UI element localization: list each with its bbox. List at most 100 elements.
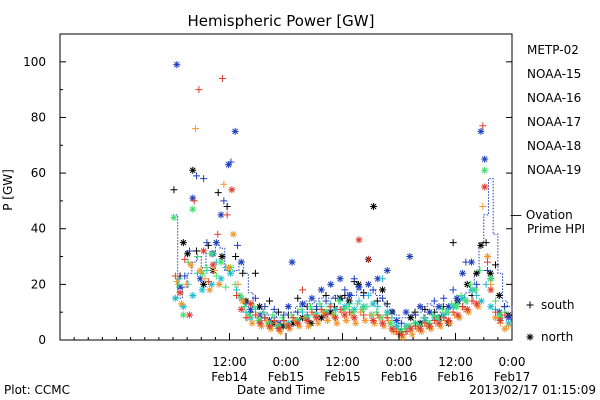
data-point-north xyxy=(481,155,489,163)
y-tick-label: 100 xyxy=(23,55,46,69)
data-point-north xyxy=(496,317,504,325)
data-point-north xyxy=(407,325,415,333)
ovation-prime-hpi-line xyxy=(173,178,513,319)
data-point-north xyxy=(305,322,313,330)
data-point-north xyxy=(189,194,197,202)
series-layer xyxy=(170,61,513,341)
data-point-north xyxy=(217,211,225,219)
data-point-south xyxy=(220,180,228,188)
data-point-north xyxy=(387,319,395,327)
data-point-north xyxy=(177,300,185,308)
data-point-north xyxy=(217,258,225,266)
plot-frame xyxy=(59,33,513,341)
y-tick-label: 60 xyxy=(31,166,46,180)
data-point-south xyxy=(440,314,448,322)
data-point-north xyxy=(369,317,377,325)
data-point-south xyxy=(421,319,429,327)
data-point-north xyxy=(217,275,225,283)
data-point-north xyxy=(383,266,391,274)
series-noaa-15 xyxy=(173,61,513,327)
x-tick-time: 0:00 xyxy=(499,355,526,369)
data-point-south xyxy=(383,314,391,322)
data-point-north xyxy=(369,300,377,308)
legend-entry: NOAA-18 xyxy=(527,139,581,153)
data-point-south xyxy=(204,278,212,286)
data-point-north xyxy=(454,311,462,319)
data-point-south xyxy=(402,328,410,336)
data-point-south xyxy=(181,255,189,263)
data-point-south xyxy=(222,283,230,291)
data-point-south xyxy=(467,280,475,288)
data-point-south xyxy=(492,297,500,305)
data-point-south xyxy=(411,311,419,319)
data-point-south xyxy=(218,75,226,83)
chart-title: Hemispheric Power [GW] xyxy=(188,12,375,30)
data-point-south xyxy=(239,269,247,277)
data-point-north xyxy=(481,183,489,191)
data-point-north xyxy=(408,330,416,338)
x-tick-time: 12:00 xyxy=(438,355,473,369)
data-point-south xyxy=(374,311,382,319)
data-point-north xyxy=(352,319,360,327)
data-point-south xyxy=(449,308,457,316)
data-point-north xyxy=(481,166,489,174)
series-noaa-17 xyxy=(170,166,509,336)
data-point-north xyxy=(170,214,178,222)
x-tick-date: Feb16 xyxy=(381,370,418,384)
data-point-south xyxy=(419,314,427,322)
data-point-south xyxy=(193,172,201,180)
data-point-north xyxy=(288,258,296,266)
data-point-south xyxy=(182,280,190,288)
data-point-south xyxy=(350,275,358,283)
data-point-south xyxy=(212,272,220,280)
data-point-south xyxy=(193,253,201,261)
data-point-south xyxy=(223,211,231,219)
data-point-north xyxy=(245,311,253,319)
data-point-north xyxy=(473,269,481,277)
data-point-north xyxy=(200,247,208,255)
data-point-south xyxy=(360,311,368,319)
data-point-north xyxy=(468,258,476,266)
data-point-north xyxy=(317,314,325,322)
data-point-north xyxy=(176,283,184,291)
data-point-north xyxy=(237,294,245,302)
data-point-north xyxy=(341,311,349,319)
data-point-north xyxy=(179,303,187,311)
data-point-south xyxy=(501,311,509,319)
data-point-north xyxy=(258,322,266,330)
data-point-south xyxy=(479,202,487,210)
data-point-north xyxy=(189,291,197,299)
data-point-north xyxy=(317,286,325,294)
data-point-north xyxy=(487,286,495,294)
data-point-south xyxy=(173,278,181,286)
data-point-north xyxy=(355,283,363,291)
data-point-south xyxy=(476,266,484,274)
data-point-north xyxy=(455,314,463,322)
data-point-north xyxy=(402,308,410,316)
data-point-south xyxy=(449,286,457,294)
data-point-south xyxy=(379,275,387,283)
data-point-north xyxy=(313,314,321,322)
data-point-north xyxy=(459,294,467,302)
data-point-north xyxy=(477,297,485,305)
data-point-north xyxy=(333,319,341,327)
data-point-south xyxy=(214,230,222,238)
ovation-legend-line2: Prime HPI xyxy=(527,222,585,236)
y-tick-label: 20 xyxy=(31,277,46,291)
data-point-north xyxy=(266,322,274,330)
data-point-north xyxy=(196,266,204,274)
data-point-south xyxy=(457,291,465,299)
data-point-south xyxy=(232,253,240,261)
data-point-south xyxy=(505,322,513,330)
data-point-north xyxy=(198,269,206,277)
legend-entry: NOAA-19 xyxy=(527,163,581,177)
data-point-south xyxy=(289,314,297,322)
data-point-north xyxy=(463,305,471,313)
data-point-south xyxy=(234,241,242,249)
legend-entry: METP-02 xyxy=(527,43,579,57)
marker-symbol-north xyxy=(526,333,534,341)
data-point-north xyxy=(379,319,387,327)
data-point-north xyxy=(228,186,236,194)
data-point-south xyxy=(473,280,481,288)
data-point-north xyxy=(407,314,415,322)
